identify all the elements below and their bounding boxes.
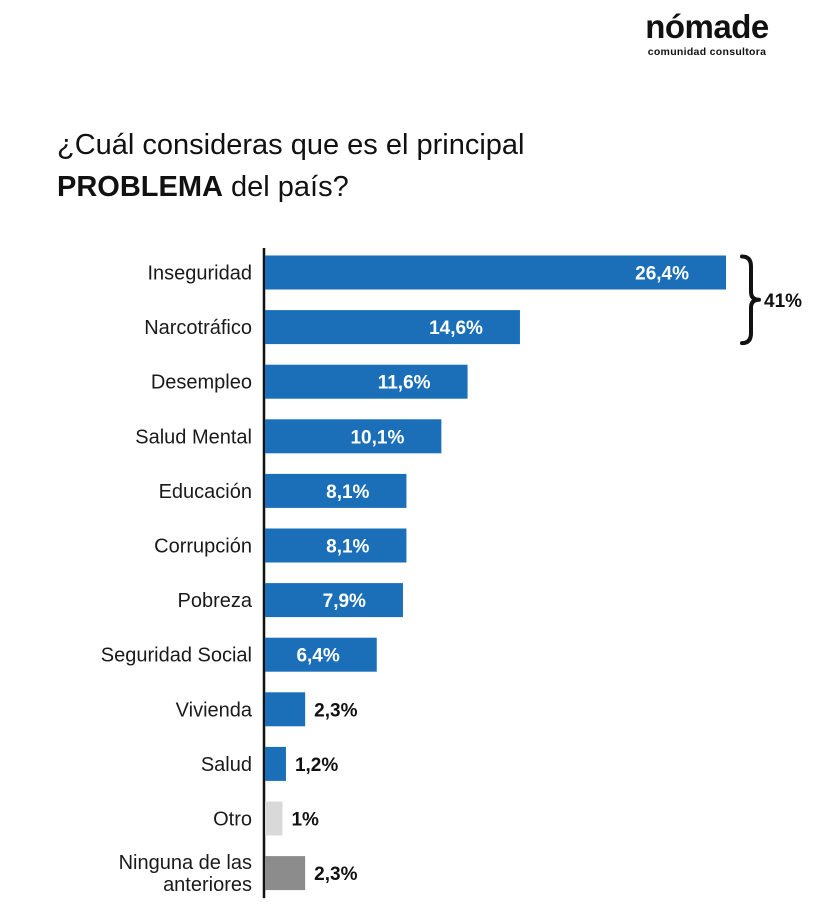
value-label-1: 14,6% [429, 318, 483, 339]
category-label-4: Educación [159, 481, 252, 503]
chart-title: ¿Cuál consideras que es el principal PRO… [57, 124, 757, 208]
category-label-6: Pobreza [178, 590, 253, 612]
value-label-6: 7,9% [323, 591, 366, 612]
bar-11 [265, 856, 306, 891]
brand-subtitle: comunidad consultora [647, 46, 767, 58]
bar-1 [265, 310, 520, 345]
bar-0 [265, 255, 726, 290]
value-label-8: 2,3% [314, 700, 357, 721]
category-label-1: Narcotráfico [144, 317, 252, 339]
value-label-5: 8,1% [326, 537, 369, 558]
bar-7 [265, 637, 377, 672]
value-label-10: 1% [291, 810, 319, 831]
bar-8 [265, 692, 306, 727]
chart-title-rest: del país? [222, 171, 349, 203]
category-label-9: Salud [201, 754, 252, 776]
brand-logo: nómade comunidad consultora [632, 8, 782, 58]
category-label-2: Desempleo [151, 372, 252, 394]
category-label-0: Inseguridad [147, 263, 252, 285]
category-label-11: Ninguna de las anteriores [119, 852, 252, 896]
bar-9 [265, 746, 286, 781]
bar-2 [265, 364, 468, 399]
bar-5 [265, 528, 407, 563]
bar-10 [265, 801, 283, 836]
chart-title-line2: PROBLEMA del país? [57, 166, 757, 208]
chart-title-bold: PROBLEMA [57, 171, 223, 203]
category-label-7: Seguridad Social [101, 645, 252, 667]
bar-4 [265, 473, 407, 508]
value-label-2: 11,6% [378, 373, 431, 394]
category-label-3: Salud Mental [135, 426, 252, 448]
value-label-9: 1,2% [295, 755, 338, 776]
bar-6 [265, 583, 403, 618]
bracket-label: 41% [764, 291, 802, 312]
value-label-7: 6,4% [296, 646, 339, 667]
bracket-annotation [740, 254, 761, 346]
chart-title-line1: ¿Cuál consideras que es el principal [57, 129, 525, 161]
category-label-5: Corrupción [154, 536, 252, 558]
brand-name: nómade [645, 8, 769, 45]
category-label-10: Otro [213, 809, 252, 831]
value-label-4: 8,1% [326, 482, 369, 503]
value-label-0: 26,4% [635, 264, 689, 285]
value-label-3: 10,1% [350, 427, 404, 448]
bar-3 [265, 419, 442, 454]
value-label-11: 2,3% [314, 864, 357, 885]
category-label-8: Vivienda [176, 699, 253, 721]
